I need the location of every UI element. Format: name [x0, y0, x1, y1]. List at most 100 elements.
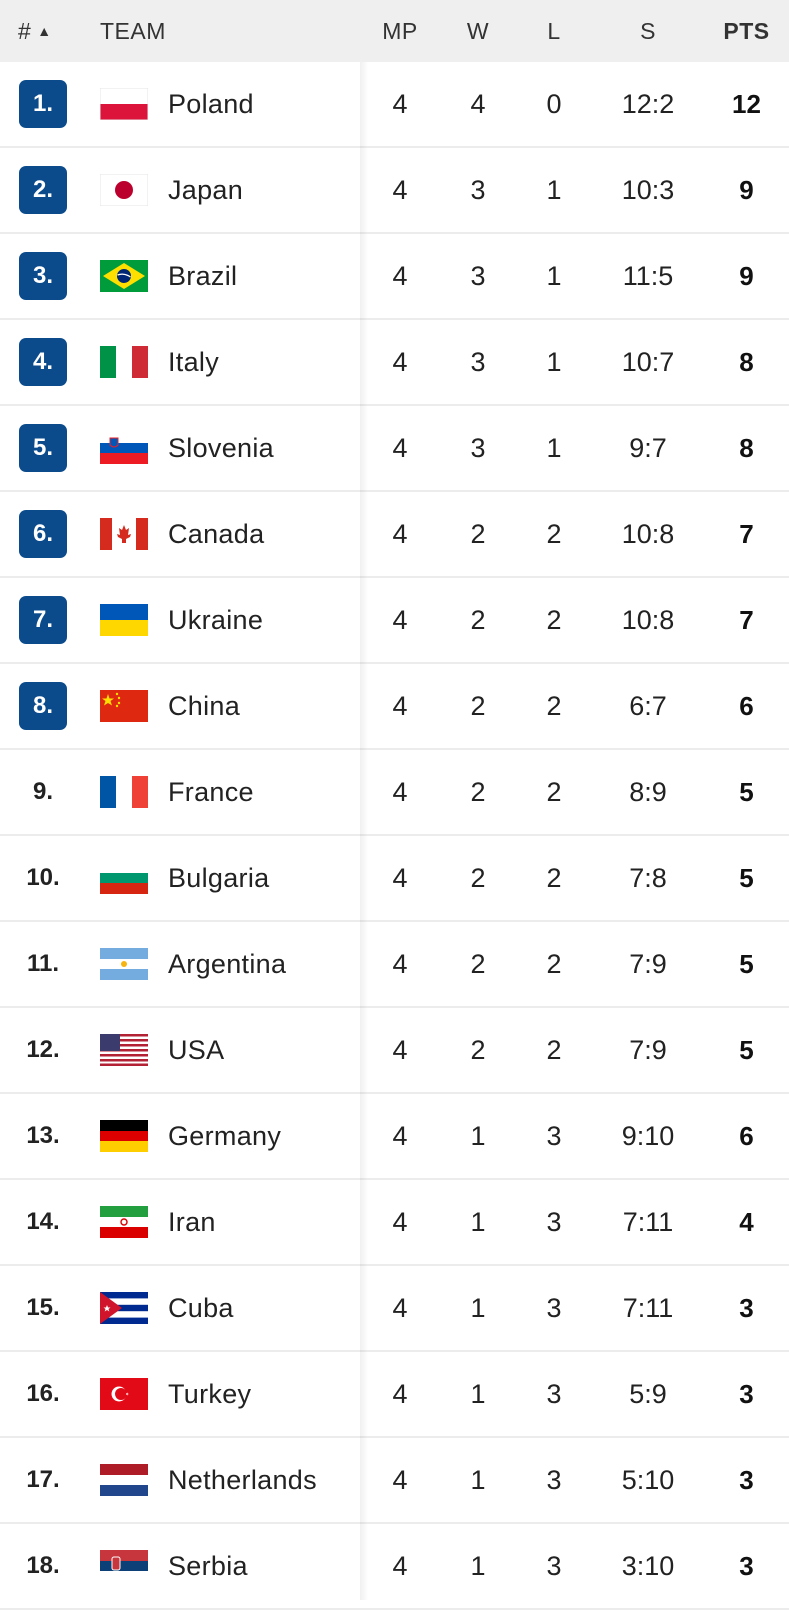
sets-ratio: 10:3: [621, 174, 675, 205]
sets-ratio: 5:10: [621, 1464, 675, 1495]
table-row[interactable]: 4. Italy 4 3 1 10:7 8: [0, 320, 789, 406]
rank-badge: 11.: [26, 950, 60, 977]
sets-ratio: 7:11: [622, 1292, 674, 1323]
matches-played: 4: [392, 346, 408, 377]
losses: 0: [546, 88, 562, 119]
wins: 3: [470, 432, 486, 463]
sets-ratio: 9:10: [621, 1120, 675, 1151]
table-row[interactable]: 3. Brazil 4 3 1 11:5 9: [0, 234, 789, 320]
team-cell[interactable]: Slovenia: [86, 432, 360, 464]
team-cell[interactable]: Cuba: [86, 1292, 360, 1324]
w-column-header[interactable]: W: [466, 17, 490, 44]
s-column-header[interactable]: S: [640, 17, 656, 44]
table-row[interactable]: 17. Netherlands 4 1 3 5:10 3: [0, 1438, 789, 1524]
matches-played: 4: [392, 948, 408, 979]
rank-column-header[interactable]: # ▲: [0, 18, 86, 45]
team-name: Turkey: [168, 1378, 252, 1409]
matches-played: 4: [392, 1034, 408, 1065]
sets-ratio: 10:8: [621, 518, 675, 549]
mp-column-header[interactable]: MP: [382, 17, 418, 44]
table-row[interactable]: 15. Cuba 4 1 3 7:11 3: [0, 1266, 789, 1352]
rank-cell: 13.: [0, 1122, 86, 1150]
team-cell[interactable]: Iran: [86, 1206, 360, 1238]
rank-badge: 18.: [26, 1552, 60, 1579]
table-row[interactable]: 5. Slovenia 4 3 1 9:7 8: [0, 406, 789, 492]
team-cell[interactable]: Poland: [86, 88, 360, 120]
team-cell[interactable]: France: [86, 776, 360, 808]
team-name: Brazil: [168, 260, 238, 291]
table-row[interactable]: 1. Poland 4 4 0 12:2 12: [0, 62, 789, 148]
matches-played: 4: [392, 690, 408, 721]
team-cell[interactable]: Netherlands: [86, 1464, 360, 1496]
table-row[interactable]: 16. Turkey 4 1 3 5:9 3: [0, 1352, 789, 1438]
team-name: Slovenia: [168, 432, 274, 463]
points: 3: [739, 1464, 754, 1495]
points: 6: [739, 1120, 754, 1151]
matches-played: 4: [392, 1120, 408, 1151]
team-cell[interactable]: USA: [86, 1034, 360, 1066]
rank-cell: 18.: [0, 1552, 86, 1580]
table-row[interactable]: 10. Bulgaria 4 2 2 7:8 5: [0, 836, 789, 922]
wins: 1: [470, 1292, 486, 1323]
table-row[interactable]: 2. Japan 4 3 1 10:3 9: [0, 148, 789, 234]
sets-ratio: 12:2: [621, 88, 675, 119]
team-cell[interactable]: Italy: [86, 346, 360, 378]
rank-cell: 6.: [0, 510, 86, 558]
team-cell[interactable]: Serbia: [86, 1550, 360, 1582]
table-row[interactable]: 14. Iran 4 1 3 7:11 4: [0, 1180, 789, 1266]
rank-cell: 11.: [0, 950, 86, 978]
table-row[interactable]: 8. China 4 2 2 6:7 6: [0, 664, 789, 750]
l-column-header[interactable]: L: [547, 17, 561, 44]
team-cell[interactable]: Ukraine: [86, 604, 360, 636]
matches-played: 4: [392, 518, 408, 549]
losses: 3: [546, 1206, 562, 1237]
team-name: Bulgaria: [168, 862, 270, 893]
team-cell[interactable]: Japan: [86, 174, 360, 206]
wins: 3: [470, 260, 486, 291]
wins: 1: [470, 1550, 486, 1581]
table-row[interactable]: 6. Canada 4 2 2 10:8 7: [0, 492, 789, 578]
rank-cell: 2.: [0, 166, 86, 214]
team-cell[interactable]: Argentina: [86, 948, 360, 980]
team-cell[interactable]: Canada: [86, 518, 360, 550]
sets-ratio: 6:7: [629, 690, 667, 721]
rank-badge: 16.: [26, 1380, 60, 1407]
table-row[interactable]: 13. Germany 4 1 3 9:10 6: [0, 1094, 789, 1180]
pts-column-header[interactable]: PTS: [723, 17, 770, 44]
team-header-label: TEAM: [100, 17, 166, 44]
wins: 2: [470, 518, 486, 549]
team-name: Poland: [168, 88, 254, 119]
japan-flag-icon: [100, 174, 148, 206]
table-row[interactable]: 11. Argentina 4 2 2 7:9 5: [0, 922, 789, 1008]
rank-badge: 13.: [26, 1122, 60, 1149]
rank-cell: 17.: [0, 1466, 86, 1494]
table-row[interactable]: 12. USA 4 2 2 7:9 5: [0, 1008, 789, 1094]
matches-played: 4: [392, 776, 408, 807]
rank-badge: 12.: [26, 1036, 60, 1063]
team-cell[interactable]: Turkey: [86, 1378, 360, 1410]
cuba-flag-icon: [100, 1292, 148, 1324]
team-cell[interactable]: China: [86, 690, 360, 722]
points: 7: [739, 604, 754, 635]
table-row[interactable]: 7. Ukraine 4 2 2 10:8 7: [0, 578, 789, 664]
rank-cell: 5.: [0, 424, 86, 472]
points: 5: [739, 948, 754, 979]
wins: 1: [470, 1378, 486, 1409]
team-name: Italy: [168, 346, 220, 377]
team-cell[interactable]: Brazil: [86, 260, 360, 292]
italy-flag-icon: [100, 346, 148, 378]
table-row[interactable]: 9. France 4 2 2 8:9 5: [0, 750, 789, 836]
rank-badge: 9.: [32, 778, 53, 805]
matches-played: 4: [392, 1292, 408, 1323]
points: 9: [739, 174, 754, 205]
team-cell[interactable]: Bulgaria: [86, 862, 360, 894]
table-row[interactable]: 18. Serbia 4 1 3 3:10 3: [0, 1524, 789, 1610]
points: 5: [739, 862, 754, 893]
losses: 3: [546, 1120, 562, 1151]
wins: 4: [470, 88, 486, 119]
matches-played: 4: [392, 1550, 408, 1581]
losses: 2: [546, 604, 562, 635]
team-column-header[interactable]: TEAM: [86, 18, 360, 45]
argentina-flag-icon: [100, 948, 148, 980]
team-cell[interactable]: Germany: [86, 1120, 360, 1152]
